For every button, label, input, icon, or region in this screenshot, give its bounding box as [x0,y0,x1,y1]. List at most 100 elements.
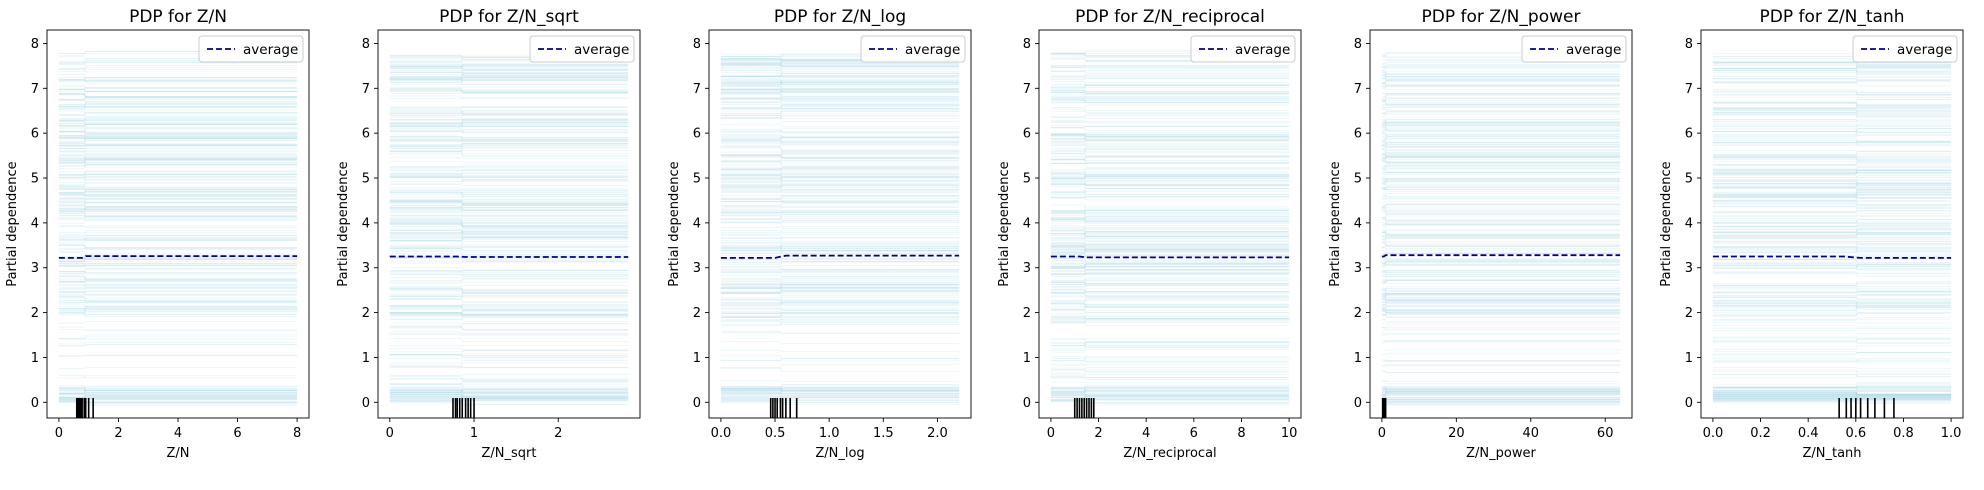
y-tick-label: 3 [362,261,370,276]
x-tick-label: 20 [1448,426,1465,441]
x-tick-label: 0.5 [765,426,786,441]
x-tick-label: 1.0 [819,426,840,441]
x-axis-label: Z/N_tanh [1802,446,1861,461]
x-tick-label: 0 [55,426,63,441]
subplot-4: PDP for Z/N_reciprocal 0 1 2 3 4 5 6 7 8 0 2 4 6 8 10 Z/… [997,7,1302,461]
y-tick-label: 6 [362,127,370,142]
x-axis-label: Z/N [166,446,189,461]
ice-lines [720,53,960,405]
rug-marks [1073,398,1095,418]
y-tick-label: 6 [1685,127,1693,142]
subplot-title: PDP for Z/N_log [774,7,906,27]
y-tick-label: 7 [693,82,701,97]
legend: average [1852,35,1958,63]
y-tick-label: 5 [1685,172,1693,187]
y-axis-label: Partial dependence [997,161,1012,286]
axes-frame [1038,29,1302,419]
y-axis-label: Partial dependence [667,161,682,286]
average-line [389,255,629,258]
y-tick-label: 7 [1023,82,1031,97]
legend-box [1521,35,1627,63]
y-axis-label: Partial dependence [1659,161,1674,286]
rug-marks [452,398,475,418]
x-axis-label: Z/N_log [815,446,864,461]
x-axis-label: Z/N_sqrt [482,446,537,461]
x-tick-label: 8 [1237,426,1245,441]
x-tick-label: 1.5 [873,426,894,441]
y-tick-label: 1 [362,351,370,366]
x-tick-label: 1.0 [1941,426,1962,441]
x-tick-label: 0.4 [1798,426,1819,441]
rug-marks [1381,398,1387,418]
rug-marks [769,398,798,418]
x-tick-label: 6 [1190,426,1198,441]
x-tick-label: 0 [1378,426,1386,441]
subplot-6: PDP for Z/N_tanh 0 1 2 3 4 5 6 7 8 0.0 0.2 0.4 0.6 0.8… [1659,7,1964,461]
y-tick-label: 0 [1023,396,1031,411]
ice-lines [1381,51,1621,406]
x-tick-label: 2 [1094,426,1102,441]
legend-box [198,35,304,63]
y-tick-label: 3 [1354,261,1362,276]
legend-label: average [1566,42,1621,58]
x-tick-label: 0.0 [1703,426,1724,441]
y-tick-label: 1 [1354,351,1362,366]
y-axis-label: Partial dependence [336,161,351,286]
y-tick-label: 7 [31,82,39,97]
subplot-title: PDP for Z/N_tanh [1760,7,1905,27]
y-tick-label: 7 [1354,82,1362,97]
x-tick-label: 1 [470,426,478,441]
x-tick-label: 0.0 [711,426,732,441]
x-tick-label: 0 [386,426,394,441]
y-tick-label: 5 [1354,172,1362,187]
y-tick-label: 4 [31,216,39,231]
x-tick-label: 2 [554,426,562,441]
y-tick-label: 0 [31,396,39,411]
x-tick-label: 4 [174,426,182,441]
y-tick-label: 5 [1023,172,1031,187]
ice-lines [58,50,298,406]
ice-lines [1712,53,1952,404]
x-axis-label: Z/N_power [1466,446,1536,461]
y-tick-label: 1 [1023,351,1031,366]
axes-frame [1369,29,1633,419]
average-line [58,255,298,259]
y-tick-label: 4 [362,216,370,231]
y-tick-label: 1 [693,351,701,366]
legend: average [1521,35,1627,63]
x-tick-label: 40 [1522,426,1539,441]
subplot-2: PDP for Z/N_sqrt 0 1 2 3 4 5 6 7 8 0 1 2 Z/N_sqrt Part… [336,7,641,461]
subplot-title: PDP for Z/N [129,7,227,27]
legend: average [529,35,635,63]
y-tick-label: 7 [362,82,370,97]
y-tick-label: 5 [362,172,370,187]
x-tick-label: 60 [1597,426,1614,441]
y-tick-label: 6 [31,127,39,142]
y-tick-label: 7 [1685,82,1693,97]
y-tick-label: 5 [693,172,701,187]
y-tick-label: 0 [1685,396,1693,411]
x-tick-label: 0 [1047,426,1055,441]
legend-box [1852,35,1958,63]
y-tick-label: 4 [1354,216,1362,231]
y-tick-label: 2 [1023,306,1031,321]
y-axis-label: Partial dependence [1328,161,1343,286]
y-tick-label: 8 [1354,37,1362,52]
subplot-1: PDP for Z/N 0 1 2 3 4 5 6 7 8 0 2 4 6 8 Z/N Partial depe… [5,7,310,461]
legend-label: average [574,42,629,58]
subplot-title: PDP for Z/N_power [1422,7,1581,27]
x-tick-label: 10 [1281,426,1298,441]
axes-frame [1700,29,1964,419]
y-tick-label: 4 [1023,216,1031,231]
y-tick-label: 8 [362,37,370,52]
x-tick-label: 8 [293,426,301,441]
legend-label: average [1235,42,1290,58]
legend: average [860,35,966,63]
average-line [1050,255,1290,259]
legend-box [860,35,966,63]
y-tick-label: 2 [693,306,701,321]
y-tick-label: 2 [362,306,370,321]
y-tick-label: 6 [1023,127,1031,142]
y-tick-label: 6 [693,127,701,142]
